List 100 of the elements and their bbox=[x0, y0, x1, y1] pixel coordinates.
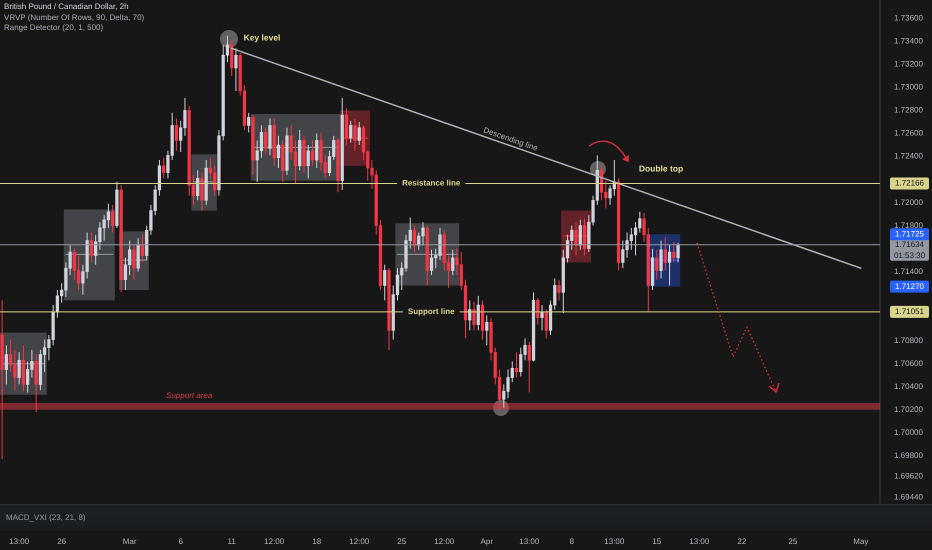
candlestick bbox=[128, 240, 132, 276]
candlestick bbox=[668, 244, 672, 286]
text: 01:53:30 bbox=[894, 250, 926, 260]
candlestick bbox=[519, 347, 522, 377]
y-tick-label: 1.70200 bbox=[894, 404, 924, 414]
candlestick bbox=[383, 264, 386, 301]
y-tick-label: 1.73400 bbox=[894, 36, 924, 46]
candlestick bbox=[506, 368, 510, 399]
x-tick-label: 8 bbox=[570, 537, 575, 546]
candlestick bbox=[213, 165, 216, 196]
candlestick bbox=[319, 132, 323, 171]
candlestick bbox=[659, 240, 663, 280]
y-tick-label: 1.69440 bbox=[894, 492, 924, 502]
candlestick bbox=[536, 298, 540, 326]
y-tick-label: 1.73000 bbox=[894, 82, 924, 92]
annotation: Key level bbox=[244, 32, 280, 42]
candlestick bbox=[664, 236, 667, 271]
x-tick-label: 12:00 bbox=[349, 537, 370, 546]
candlestick bbox=[672, 241, 676, 263]
candlestick bbox=[111, 204, 114, 234]
candlestick bbox=[34, 354, 38, 413]
candlestick bbox=[349, 120, 352, 144]
candlestick bbox=[528, 341, 531, 393]
candlestick bbox=[451, 249, 454, 276]
candlestick bbox=[268, 118, 272, 156]
y-tick-label: 1.71800 bbox=[894, 220, 924, 230]
x-tick-label: 18 bbox=[312, 537, 322, 546]
text: 1.71051 bbox=[895, 307, 925, 316]
ref-line-label: Support line bbox=[408, 307, 456, 316]
candlestick bbox=[276, 135, 280, 169]
candlestick bbox=[476, 295, 480, 331]
candlestick bbox=[634, 222, 638, 256]
text: 1.71270 bbox=[895, 282, 925, 291]
x-tick-label: 12:00 bbox=[434, 537, 455, 546]
annotation: VRVP (Number Of Rows, 90, Delta, 70) bbox=[4, 12, 144, 23]
candlestick bbox=[557, 279, 561, 301]
x-tick-label: 6 bbox=[178, 537, 184, 546]
y-tick-label: 1.72400 bbox=[894, 152, 924, 161]
candlestick bbox=[196, 170, 200, 201]
y-tick-label: 1.70000 bbox=[894, 428, 924, 437]
candlestick bbox=[358, 122, 361, 146]
x-tick-label: 26 bbox=[57, 537, 67, 546]
x-tick-label: 12:00 bbox=[264, 537, 285, 546]
candlestick bbox=[264, 127, 268, 156]
y-tick-label: 1.73600 bbox=[894, 14, 924, 23]
x-tick-label: 13:00 bbox=[689, 537, 710, 546]
candlestick bbox=[174, 118, 178, 152]
annotation: Range Detector (20, 1, 500) bbox=[4, 23, 104, 34]
candlestick bbox=[630, 227, 633, 250]
x-tick-label: 15 bbox=[652, 537, 662, 546]
candlestick bbox=[310, 140, 314, 166]
x-tick-label: 11 bbox=[228, 537, 236, 546]
y-tick-label: 1.73200 bbox=[894, 60, 924, 69]
band-label: Support area bbox=[166, 391, 213, 400]
candlestick bbox=[544, 309, 548, 339]
candlestick bbox=[315, 133, 318, 169]
candlestick bbox=[294, 140, 298, 184]
candlestick bbox=[72, 248, 76, 280]
x-tick-label: 25 bbox=[788, 537, 798, 546]
candlestick bbox=[77, 255, 80, 291]
candlestick bbox=[608, 184, 612, 206]
candlestick bbox=[578, 219, 582, 250]
candlestick bbox=[260, 124, 264, 158]
y-tick-label: 1.70600 bbox=[894, 358, 924, 368]
candlestick bbox=[26, 360, 30, 393]
x-tick-label: 13:00 bbox=[9, 537, 30, 546]
y-tick-label: 1.72600 bbox=[894, 128, 924, 138]
candlestick bbox=[655, 249, 658, 280]
y-tick-label: 1.69800 bbox=[894, 451, 924, 460]
x-tick-label: Apr bbox=[480, 537, 494, 546]
candlestick bbox=[485, 314, 488, 346]
candlestick bbox=[136, 238, 140, 272]
candlestick bbox=[421, 222, 425, 246]
x-tick-label: 13:00 bbox=[519, 537, 540, 546]
text: 1.71634 bbox=[895, 240, 925, 249]
candlestick bbox=[430, 249, 434, 276]
candlestick bbox=[230, 40, 234, 76]
x-tick-label: 25 bbox=[397, 537, 407, 546]
x-tick-label: 13:00 bbox=[604, 537, 625, 546]
candlestick bbox=[247, 112, 250, 133]
candlestick bbox=[4, 344, 8, 385]
y-tick-label: 1.71400 bbox=[894, 266, 924, 276]
annotation: Double top bbox=[638, 163, 684, 174]
text: 1.71725 bbox=[895, 229, 925, 238]
x-tick-label: 22 bbox=[737, 537, 747, 546]
y-tick-label: 1.70400 bbox=[894, 382, 924, 391]
candlestick bbox=[132, 244, 136, 280]
candlestick bbox=[162, 157, 166, 179]
candlestick bbox=[306, 144, 310, 179]
candlestick bbox=[621, 240, 624, 269]
candlestick bbox=[468, 300, 472, 331]
x-tick-label: May bbox=[853, 537, 868, 546]
indicator-pane: MACD_VXI (23, 21, 8) bbox=[0, 504, 932, 531]
y-tick-label: 1.72800 bbox=[894, 106, 924, 115]
x-tick-label: Mar bbox=[122, 537, 137, 546]
candlestick bbox=[102, 214, 106, 242]
candlestick bbox=[13, 349, 17, 391]
text: 1.72166 bbox=[895, 178, 925, 188]
candlestick bbox=[234, 48, 238, 92]
y-tick-label: 1.69620 bbox=[894, 472, 924, 481]
